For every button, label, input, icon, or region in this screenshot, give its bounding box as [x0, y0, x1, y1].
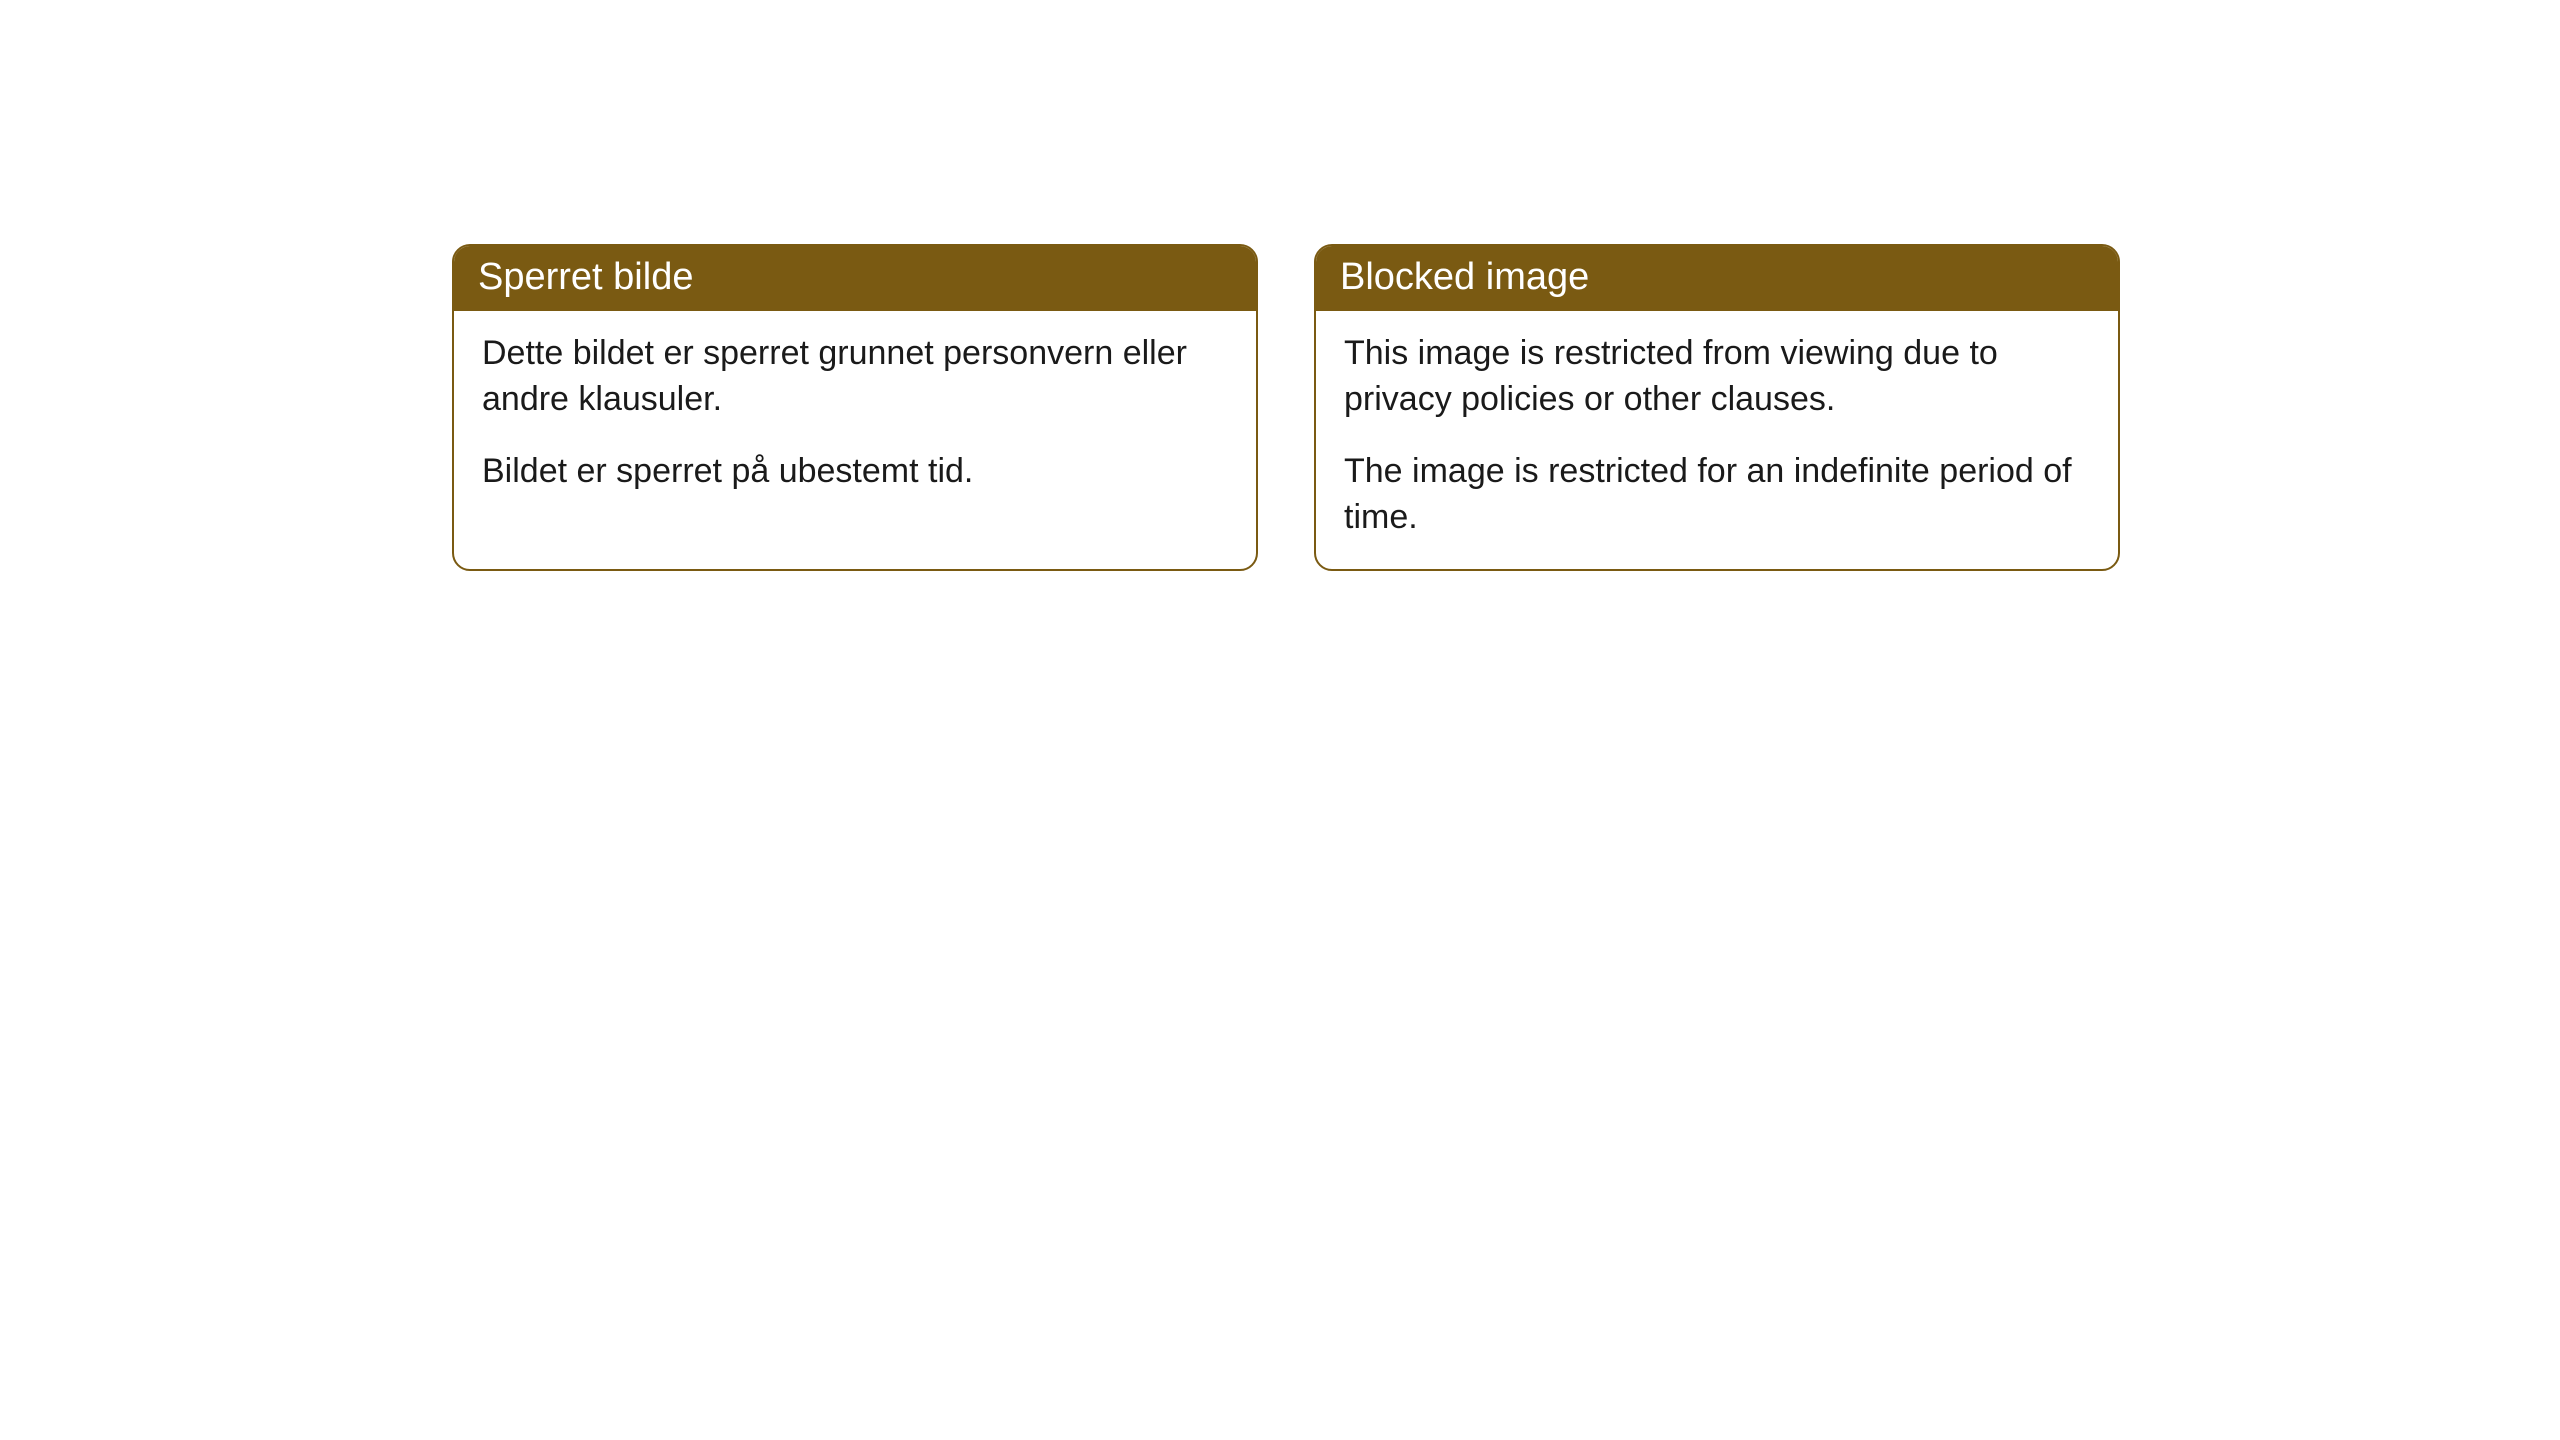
notice-cards-row: Sperret bilde Dette bildet er sperret gr… — [452, 244, 2120, 571]
card-header: Sperret bilde — [454, 246, 1256, 311]
card-header: Blocked image — [1316, 246, 2118, 311]
card-body: Dette bildet er sperret grunnet personve… — [454, 311, 1256, 523]
card-body-para-2: Bildet er sperret på ubestemt tid. — [482, 449, 1228, 495]
card-body-para-2: The image is restricted for an indefinit… — [1344, 449, 2090, 541]
blocked-image-card-no: Sperret bilde Dette bildet er sperret gr… — [452, 244, 1258, 571]
card-body-para-1: Dette bildet er sperret grunnet personve… — [482, 331, 1228, 423]
blocked-image-card-en: Blocked image This image is restricted f… — [1314, 244, 2120, 571]
card-body-para-1: This image is restricted from viewing du… — [1344, 331, 2090, 423]
card-body: This image is restricted from viewing du… — [1316, 311, 2118, 569]
